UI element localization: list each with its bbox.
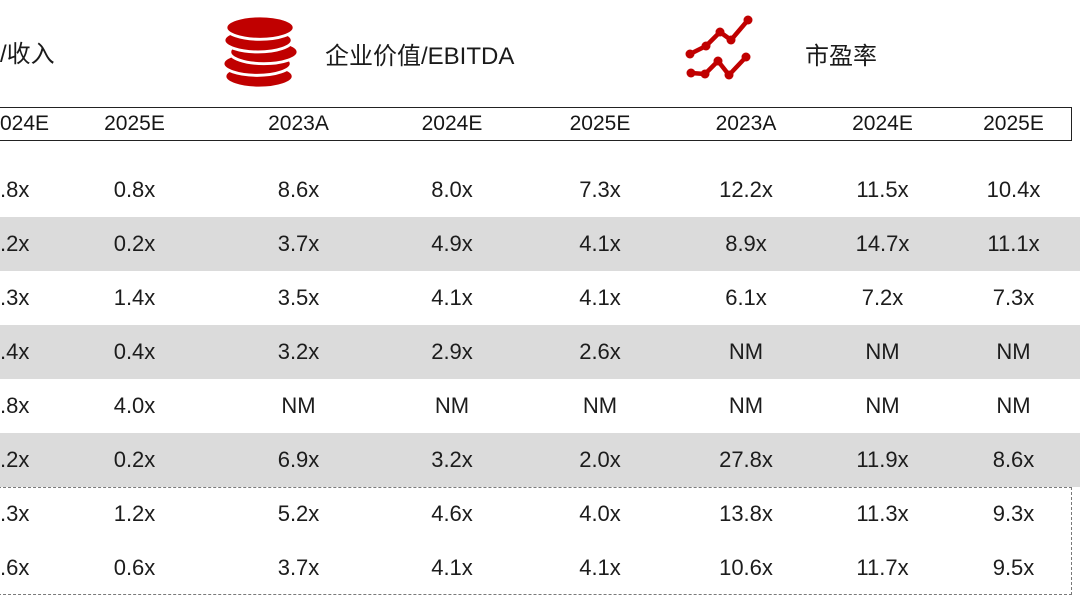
table-cell: 4.9x [431,231,473,256]
table-cell: 2.9x [431,339,473,364]
table-cell: 0.4x [113,339,156,364]
table-cell: NM [996,339,1031,364]
table-cell: 10.4x [986,177,1041,202]
table-cell: 4.6x [431,501,473,526]
ev-revenue-label: /收入 [0,41,55,68]
table-cell: 3.2x [431,447,473,472]
line-chart-icon [683,12,765,87]
table-cell: 11.3x [856,501,909,526]
column-header: 024E [0,112,50,135]
table-cell: NM [728,339,764,364]
table-cell: 11.1x [987,231,1040,256]
table-cell: 8.6x [277,177,320,202]
table-cell: 3.5x [277,285,320,310]
table-cell: 3.2x [277,339,320,364]
table-cell: 0.2x [113,231,156,256]
column-header: 2023A [268,112,329,135]
pe-ratio-label: 市盈率 [805,43,877,70]
table-row: .3x 1.2x 5.2x 4.6x 4.0x 13.8x 11.3x 9.3x [0,487,1080,541]
table-cell: .8x [0,177,30,202]
table-cell: 4.1x [579,231,621,256]
table-body: .8x 0.8x 8.6x 8.0x 7.3x 12.2x 11.5x 10.4x .2x 0.2… [0,163,1080,595]
table-cell: .2x [0,231,30,256]
table-row: .4x 0.4x 3.2x 2.9x 2.6x NM NM NM [0,325,1080,379]
table-row: .2x 0.2x 3.7x 4.9x 4.1x 8.9x 14.7x 11.1x [0,217,1080,271]
column-header: 2024E [852,112,913,135]
table-row: .3x 1.4x 3.5x 4.1x 4.1x 6.1x 7.2x 7.3x [0,271,1080,325]
valuation-table: 024E 2025E 2023A 2024E 2025E 2023A 2024E… [0,107,1080,595]
table-cell: NM [281,393,316,418]
table-cell: NM [434,393,470,418]
ev-ebitda-label: 企业价值/EBITDA [325,43,515,70]
table-cell: .6x [0,555,30,580]
table-cell: 0.8x [113,177,156,202]
table-cell: 11.9x [856,447,909,472]
table-cell: 1.2x [113,501,156,526]
table-cell: NM [728,393,764,418]
table-cell: 7.3x [992,285,1035,310]
table-cell: 0.6x [113,555,156,580]
table-cell: .8x [0,393,30,418]
table-cell: 3.7x [277,555,320,580]
table-cell: 11.5x [856,177,909,202]
table-cell: 13.8x [719,501,773,526]
table-cell: 2.0x [579,447,621,472]
table-cell: 8.9x [725,231,767,256]
table-cell: 2.6x [579,339,621,364]
table-cell: .2x [0,447,30,472]
table-cell: 14.7x [855,231,910,256]
table-cell: 4.1x [431,555,473,580]
table-header-row: 024E 2025E 2023A 2024E 2025E 2023A 2024E… [0,107,1080,141]
table-cell: 4.1x [579,555,621,580]
table-cell: .3x [0,285,30,310]
table-cell: NM [582,393,618,418]
column-header: 2025E [983,112,1044,135]
table-cell: 27.8x [719,447,773,472]
column-header: 2025E [569,112,631,135]
table-row: .2x 0.2x 6.9x 3.2x 2.0x 27.8x 11.9x 8.6x [0,433,1080,487]
table-cell: NM [865,339,900,364]
table-cell: .4x [0,339,30,364]
column-header: 2025E [104,112,165,135]
table-cell: .3x [0,501,30,526]
table-cell: 10.6x [719,555,773,580]
table-cell: 8.0x [431,177,473,202]
table-cell: 4.1x [579,285,621,310]
table-cell: 7.3x [579,177,621,202]
table-cell: 12.2x [719,177,773,202]
table-cell: NM [865,393,900,418]
table-row: .8x 0.8x 8.6x 8.0x 7.3x 12.2x 11.5x 10.4x [0,163,1080,217]
table-cell: 11.7x [856,555,909,580]
table-cell: 0.2x [113,447,156,472]
table-cell: 8.6x [992,447,1035,472]
table-row: .8x 4.0x NM NM NM NM NM NM [0,379,1080,433]
table-cell: 6.9x [277,447,320,472]
table-cell: 9.3x [992,501,1035,526]
table-row: .6x 0.6x 3.7x 4.1x 4.1x 10.6x 11.7x 9.5x [0,541,1080,595]
table-cell: 1.4x [113,285,156,310]
table-cell: 7.2x [861,285,904,310]
table-cell: 4.1x [431,285,473,310]
table-cell: 5.2x [277,501,320,526]
coin-stack-icon [221,8,300,97]
column-header: 2023A [715,112,777,135]
table-body-top-spacer [0,141,1080,163]
table-cell: 4.0x [113,393,156,418]
column-header: 2024E [421,112,483,135]
table-cell: 6.1x [725,285,767,310]
table-cell: 4.0x [579,501,621,526]
table-cell: 9.5x [992,555,1035,580]
table-cell: 3.7x [277,231,320,256]
table-cell: NM [996,393,1031,418]
